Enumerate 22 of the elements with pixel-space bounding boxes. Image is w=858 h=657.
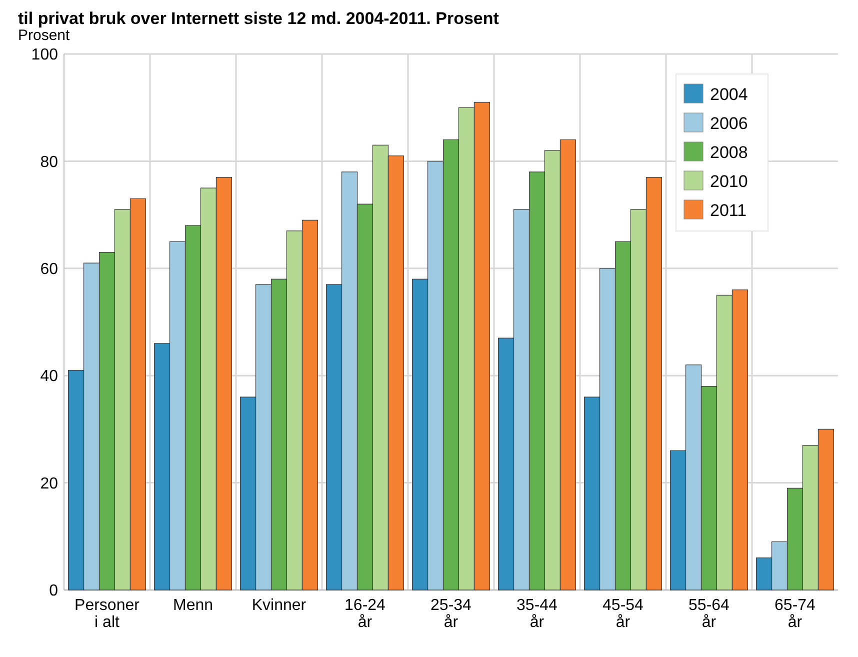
x-tick-label: 45-54 år xyxy=(602,597,644,631)
legend-label: 2004 xyxy=(710,84,748,104)
y-tick-label: 100 xyxy=(31,46,58,64)
y-tick-label: 0 xyxy=(49,582,58,600)
chart-title: til privat bruk over Internett siste 12 md. 2004-2011. Prosent xyxy=(18,9,500,28)
legend-label: 2010 xyxy=(710,172,748,191)
legend-label: 2011 xyxy=(710,200,747,220)
legend-label: 2008 xyxy=(710,142,748,162)
x-tick-label: Menn xyxy=(172,597,214,614)
x-tick-label: 35-44 år xyxy=(516,597,558,631)
y-axis-title: Prosent xyxy=(18,27,71,44)
x-tick-label: Personer i alt xyxy=(74,597,140,631)
x-tick-label: 65-74 år xyxy=(774,597,816,631)
y-tick-label: 60 xyxy=(40,261,58,278)
x-tick-label: 16-24 år xyxy=(344,597,386,631)
legend-label: 2006 xyxy=(710,114,748,133)
x-tick-label: Kvinner xyxy=(252,597,307,614)
y-tick-label: 80 xyxy=(40,154,58,171)
x-tick-label: 25-34 år xyxy=(430,597,472,631)
x-tick-label: 55-64 år xyxy=(688,597,730,631)
y-tick-label: 40 xyxy=(40,368,58,386)
y-tick-label: 20 xyxy=(40,475,58,492)
